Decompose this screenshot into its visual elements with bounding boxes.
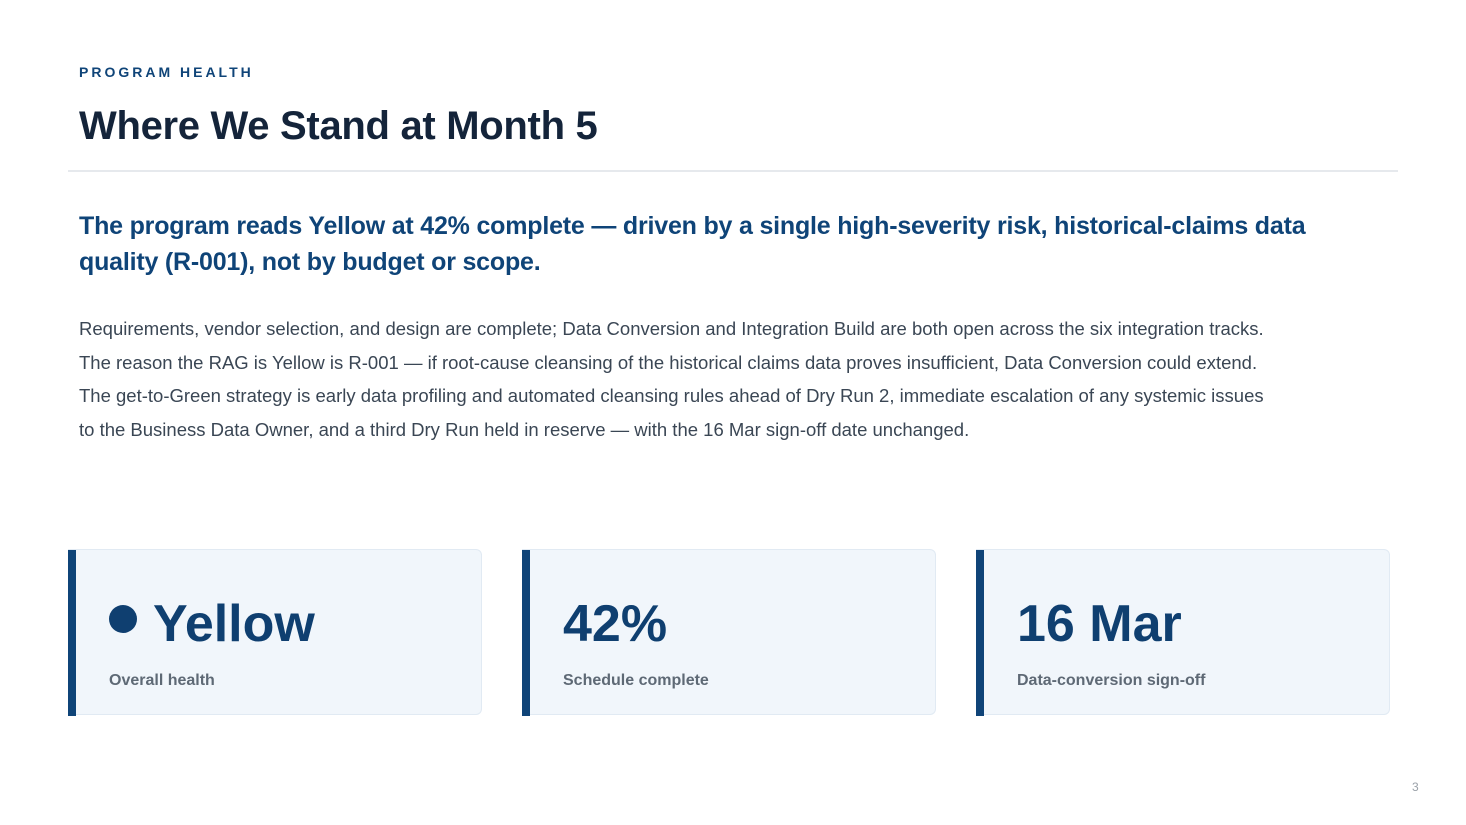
kpi-value: Yellow bbox=[109, 590, 315, 658]
body-line: Requirements, vendor selection, and desi… bbox=[79, 318, 1264, 339]
body-line: The get-to-Green strategy is early data … bbox=[79, 385, 1264, 406]
kpi-label: Overall health bbox=[109, 672, 215, 689]
body-line: to the Business Data Owner, and a third … bbox=[79, 418, 970, 440]
page-title: Where We Stand at Month 5 bbox=[79, 104, 598, 148]
card-accent-bar bbox=[68, 550, 76, 716]
eyebrow-label: PROGRAM HEALTH bbox=[79, 64, 254, 80]
body-line: The reason the RAG is Yellow is R-001 — … bbox=[79, 351, 1258, 373]
kpi-card-overall-health: Yellow Overall health bbox=[68, 549, 482, 716]
kpi-card-schedule: 42% Schedule complete bbox=[522, 549, 936, 716]
kpi-value: 42% bbox=[563, 595, 668, 653]
kpi-value: 16 Mar bbox=[1017, 595, 1182, 653]
kpi-card-signoff: 16 Mar Data-conversion sign-off bbox=[976, 549, 1390, 716]
card-accent-bar bbox=[976, 550, 984, 716]
page-number: 3 bbox=[1412, 780, 1419, 794]
kpi-value-text: Yellow bbox=[153, 595, 315, 653]
kpi-label: Data-conversion sign-off bbox=[1017, 672, 1206, 689]
body-paragraph: Requirements, vendor selection, and desi… bbox=[79, 312, 1399, 446]
status-dot-icon bbox=[109, 605, 137, 633]
kpi-label: Schedule complete bbox=[563, 672, 709, 689]
headline: The program reads Yellow at 42% complete… bbox=[79, 212, 1306, 276]
title-divider bbox=[68, 170, 1398, 172]
card-accent-bar bbox=[522, 550, 530, 716]
